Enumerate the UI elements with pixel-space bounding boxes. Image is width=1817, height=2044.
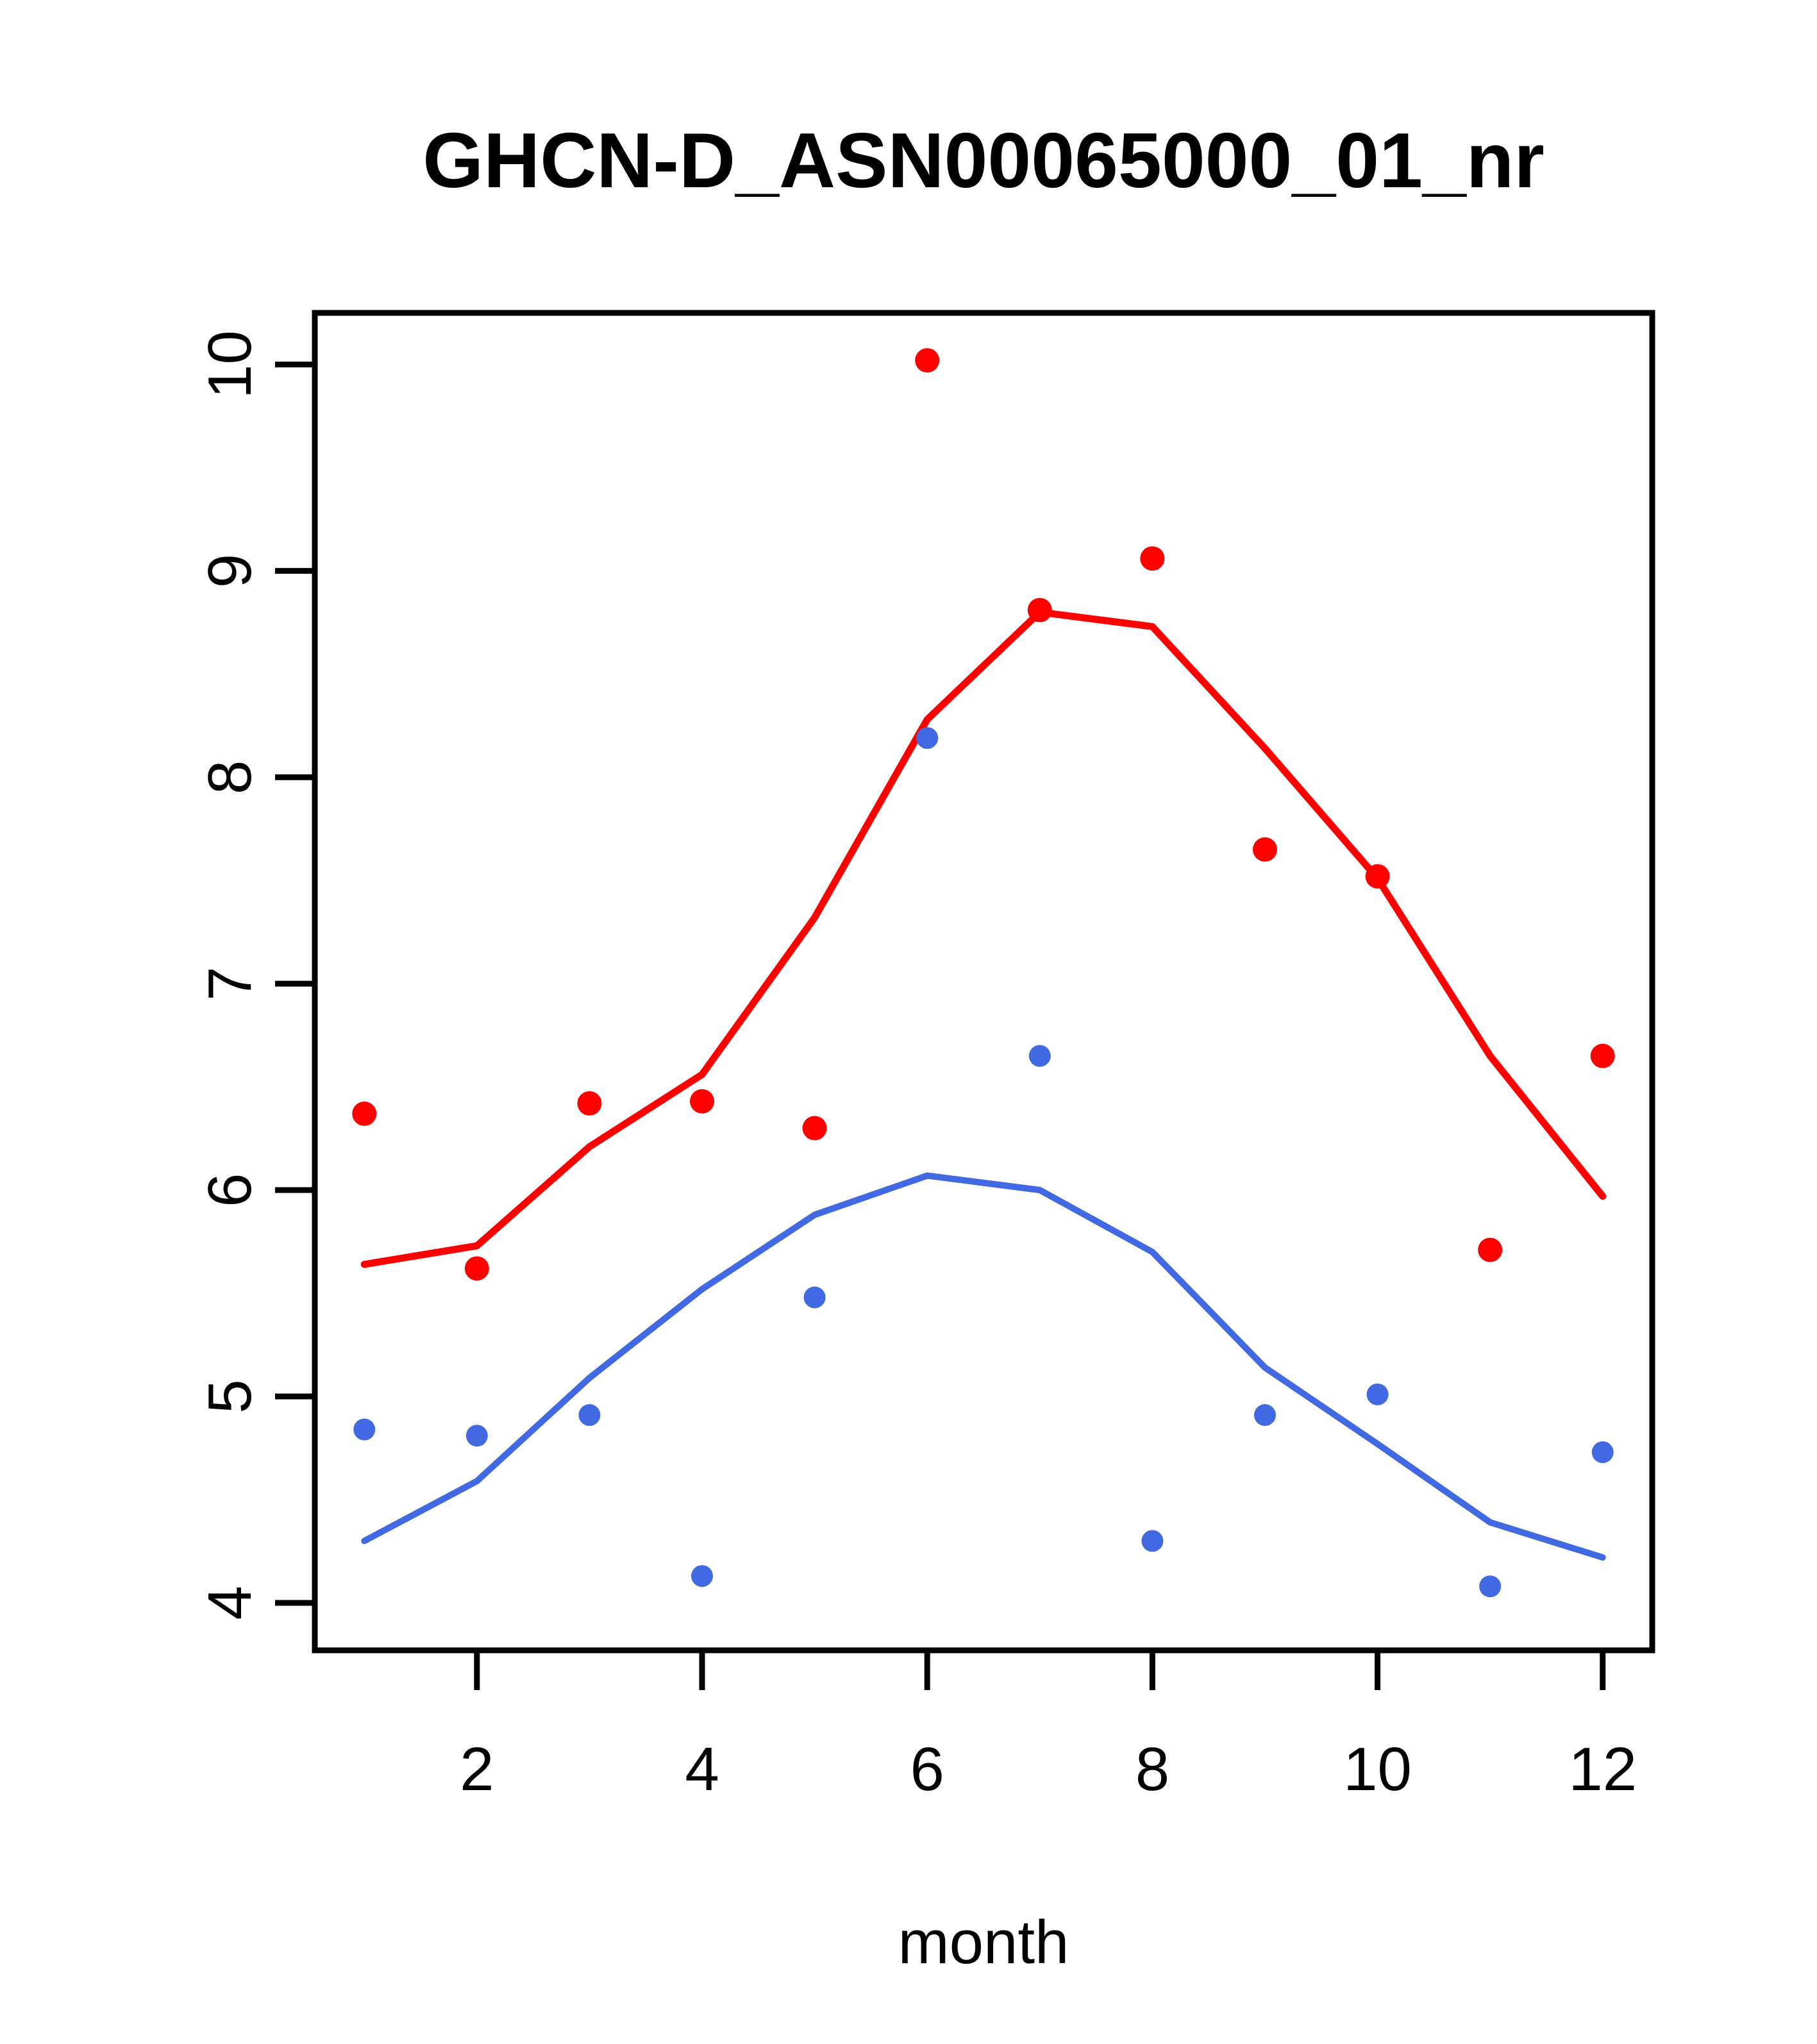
blue-data-point xyxy=(1141,1530,1164,1552)
red-data-point xyxy=(1252,837,1277,862)
blue-lowess-curve xyxy=(361,1172,1606,1561)
chart-title: GHCN-D_ASN00065000_01_nr xyxy=(423,117,1545,204)
blue-data-point xyxy=(916,727,939,750)
red-data-point xyxy=(1590,1043,1615,1068)
x-tick-label: 2 xyxy=(460,1735,494,1804)
y-tick-label: 4 xyxy=(196,1586,264,1620)
x-tick-label: 8 xyxy=(1135,1735,1169,1804)
x-tick-label: 4 xyxy=(685,1735,719,1804)
y-tick-label: 5 xyxy=(196,1379,264,1413)
blue-data-point xyxy=(1479,1575,1502,1598)
blue-data-point xyxy=(578,1404,601,1427)
red-data-point xyxy=(1027,598,1052,623)
red-lowess-curve xyxy=(360,608,1607,1268)
y-tick-label: 6 xyxy=(196,1173,264,1207)
red-data-point xyxy=(915,348,940,373)
blue-data-point xyxy=(465,1425,488,1447)
blue-data-point xyxy=(353,1418,376,1441)
red-data-point xyxy=(802,1116,827,1141)
red-data-point xyxy=(464,1256,489,1281)
red-data-point xyxy=(352,1102,377,1127)
red-data-point xyxy=(1478,1237,1503,1262)
blue-data-point xyxy=(1253,1404,1276,1427)
y-tick-label: 8 xyxy=(196,760,264,794)
x-tick-label: 12 xyxy=(1568,1735,1637,1804)
y-tick-label: 7 xyxy=(196,967,264,1001)
x-tick-label: 10 xyxy=(1343,1735,1412,1804)
y-tick-label: 9 xyxy=(196,554,264,588)
blue-data-point xyxy=(1366,1383,1389,1405)
x-tick-label: 6 xyxy=(910,1735,944,1804)
red-data-point xyxy=(1140,546,1165,571)
red-data-point xyxy=(1365,864,1390,889)
x-axis-label: month xyxy=(898,1908,1069,1977)
blue-data-point xyxy=(691,1565,714,1587)
blue-data-point xyxy=(1591,1441,1614,1463)
blue-data-point xyxy=(1028,1044,1051,1067)
plot-area: 2 4 6 8 10 12 4 5 6 7 8 9 10 xyxy=(196,310,1655,1804)
y-tick-label: 10 xyxy=(196,330,264,399)
red-data-point xyxy=(690,1089,715,1114)
red-data-point xyxy=(577,1091,602,1116)
blue-data-point xyxy=(803,1286,826,1309)
